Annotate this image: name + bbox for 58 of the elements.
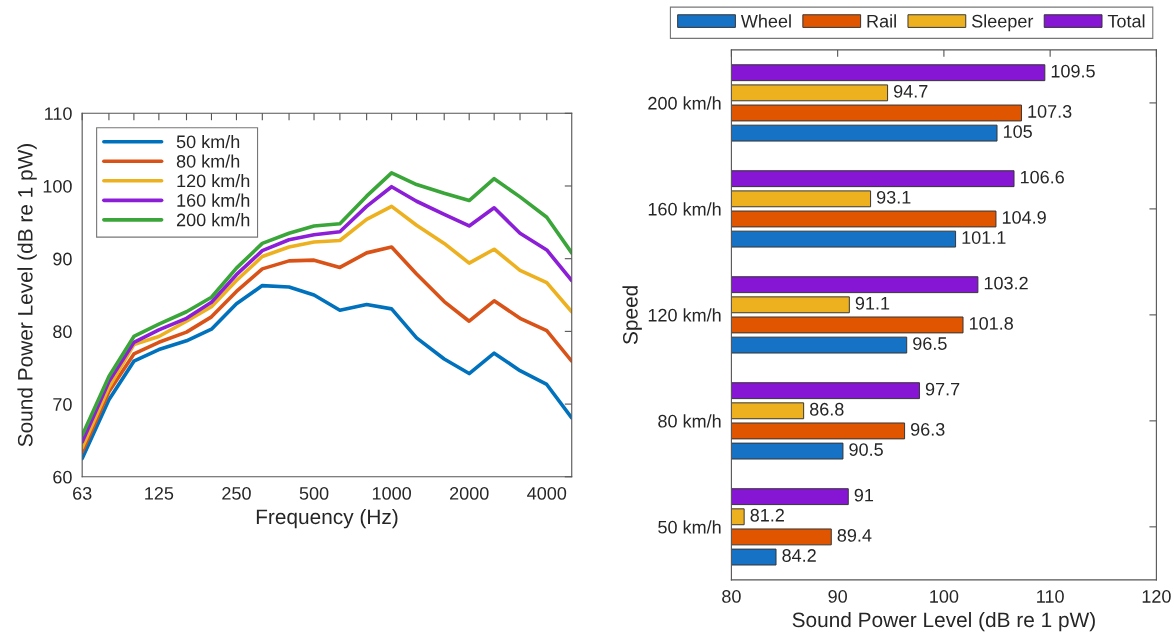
legend-label: 80 km/h: [176, 154, 240, 168]
data-label: 90.5: [849, 443, 883, 456]
data-label: 103.2: [984, 276, 1028, 290]
line-series: [82, 283, 572, 461]
y-tick-label: 200 km/h: [648, 96, 721, 110]
line-series: [82, 245, 572, 454]
legend-label: Wheel: [740, 14, 791, 28]
data-label: 97.7: [925, 382, 960, 396]
x-tick-label: 90: [828, 590, 847, 603]
data-label: 94.7: [893, 84, 928, 98]
legend-label: 120 km/h: [177, 174, 250, 188]
data-label: 86.8: [809, 402, 844, 416]
legend-label: 160 km/h: [177, 193, 250, 207]
data-label: 96.3: [910, 422, 945, 436]
y-tick-label: 70: [53, 398, 72, 411]
data-label: 81.2: [750, 508, 784, 522]
x-tick-label: 63: [73, 487, 92, 500]
data-label: 91: [854, 488, 874, 502]
data-label: 89.4: [837, 528, 872, 542]
x-tick-label: 4000: [527, 487, 567, 500]
data-label: 101.1: [962, 231, 1006, 244]
data-label: 106.6: [1020, 170, 1064, 184]
legend-label: Rail: [867, 14, 896, 28]
y-tick-label: 80 km/h: [658, 414, 721, 428]
data-label: 91.1: [855, 296, 890, 310]
y-tick-label: 90: [53, 252, 72, 266]
y-tick-label: 100: [43, 179, 72, 193]
data-label: 107.3: [1028, 105, 1072, 118]
legend-label: Sleeper: [971, 14, 1034, 32]
y-tick-label: 50 km/h: [658, 520, 721, 534]
x-tick-label: 120: [1142, 590, 1171, 603]
data-label: 96.5: [913, 337, 947, 350]
y-tick-label: 120 km/h: [648, 308, 721, 322]
data-label: 101.8: [969, 317, 1013, 330]
data-label: 109.5: [1051, 64, 1095, 78]
y-tick-label: 110: [45, 107, 72, 120]
x-tick-label: 250: [222, 487, 251, 500]
data-label: 93.1: [876, 190, 911, 204]
x-tick-label: 110: [1037, 590, 1064, 603]
x-tick-label: 80: [722, 590, 741, 603]
data-label: 104.9: [1002, 211, 1046, 224]
y-axis-title: Speed: [622, 286, 642, 345]
x-tick-label: 100: [930, 590, 959, 603]
x-axis-title: Frequency (Hz): [256, 508, 398, 529]
y-tick-label: 160 km/h: [648, 202, 721, 216]
legend-label: 200 km/h: [176, 213, 250, 227]
x-axis-title: Sound Power Level (dB re 1 pW): [792, 611, 1095, 632]
x-tick-label: 125: [145, 487, 174, 500]
y-tick-label: 60: [53, 470, 72, 484]
y-axis-title: Sound Power Level (dB re 1 pW): [17, 144, 37, 447]
data-label: 105: [1003, 125, 1032, 138]
legend-label: 50 km/h: [176, 134, 240, 149]
legend-label: Total: [1107, 14, 1145, 28]
x-tick-label: 1000: [372, 487, 411, 500]
x-tick-label: 500: [299, 487, 329, 500]
y-tick-label: 80: [53, 325, 72, 339]
x-tick-label: 2000: [450, 487, 489, 500]
data-label: 84.2: [782, 549, 816, 562]
